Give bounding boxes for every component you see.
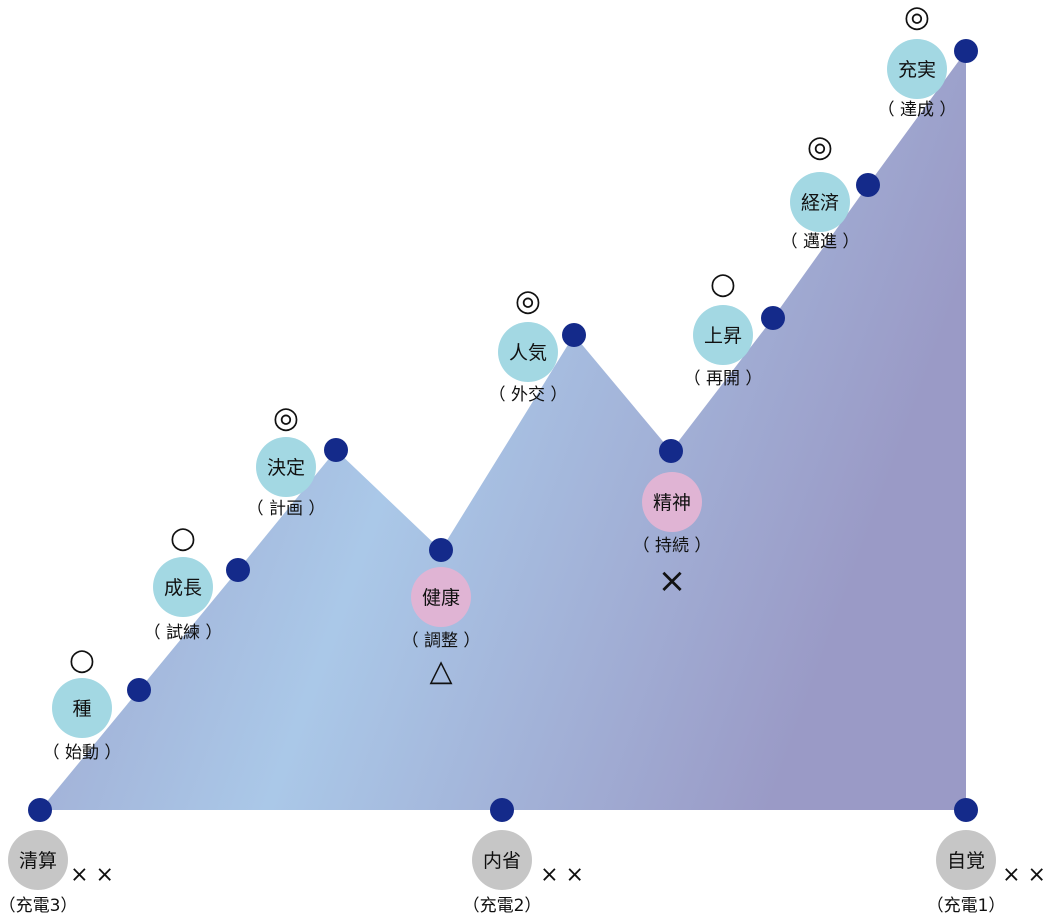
node-sublabel: （ 外交 ） — [489, 385, 568, 405]
node-circle — [256, 437, 316, 497]
rating-mark: ◎ — [273, 401, 299, 436]
node-label: 充実 — [898, 59, 936, 81]
vertex-dot — [659, 439, 683, 463]
node-7: 上昇 （ 再開 ） ○ — [684, 267, 763, 390]
node-10: 清算 （充電3） × × — [0, 830, 114, 916]
node-circle — [790, 172, 850, 232]
rating-mark: × — [658, 561, 687, 601]
node-circle — [642, 472, 702, 532]
node-label: 内省 — [483, 850, 521, 872]
vertex-dot — [562, 323, 586, 347]
vertex-dot — [761, 306, 785, 330]
vertex-dot — [127, 678, 151, 702]
node-1: 種 （ 始動 ） ○ — [43, 643, 122, 764]
rating-mark: ○ — [170, 521, 196, 556]
node-circle — [153, 557, 213, 617]
node-sublabel: （充電1） — [927, 896, 1006, 916]
node-sublabel: （ 試練 ） — [144, 623, 223, 643]
node-9: 充実 （ 達成 ） ◎ — [878, 0, 957, 120]
rating-mark: ◎ — [515, 284, 541, 319]
node-circle — [498, 322, 558, 382]
vertex-dot — [28, 798, 52, 822]
node-label: 人気 — [509, 342, 547, 364]
node-circle — [936, 830, 996, 890]
node-label: 精神 — [653, 492, 691, 514]
node-label: 決定 — [267, 457, 305, 479]
rating-mark: ◎ — [807, 130, 833, 165]
node-label: 成長 — [164, 577, 202, 599]
node-11: 内省 （充電2） × × — [463, 830, 584, 916]
node-5: 人気 （ 外交 ） ◎ — [489, 284, 568, 406]
rating-mark: △ — [429, 654, 452, 689]
rating-mark: × × — [540, 863, 584, 888]
node-sublabel: （ 再開 ） — [684, 369, 763, 389]
node-label: 種 — [72, 698, 91, 720]
rating-mark: ○ — [710, 267, 736, 302]
vertex-dot — [490, 798, 514, 822]
vertex-dot — [324, 438, 348, 462]
mountain-area — [40, 51, 966, 810]
node-circle — [8, 830, 68, 890]
node-circle — [693, 305, 753, 365]
vertex-dot — [856, 173, 880, 197]
node-label: 経済 — [801, 192, 839, 214]
node-12: 自覚 （充電1） × × — [927, 830, 1044, 916]
vertex-dot — [226, 558, 250, 582]
node-label: 自覚 — [947, 850, 985, 872]
vertex-dot — [429, 538, 453, 562]
vertex-dot — [954, 798, 978, 822]
node-circle — [52, 678, 112, 738]
rating-mark: ○ — [69, 643, 95, 678]
node-sublabel: （ 持続 ） — [633, 536, 712, 556]
node-sublabel: （ 計画 ） — [247, 499, 326, 519]
node-sublabel: （充電2） — [463, 896, 542, 916]
vertex-dot — [954, 39, 978, 63]
node-circle — [411, 567, 471, 627]
node-3: 決定 （ 計画 ） ◎ — [247, 401, 326, 520]
node-sublabel: （ 調整 ） — [402, 631, 481, 651]
node-sublabel: （ 達成 ） — [878, 100, 957, 120]
rating-mark: × × — [70, 863, 114, 888]
node-sublabel: （ 邁進 ） — [781, 232, 860, 252]
rating-mark: ◎ — [904, 0, 930, 35]
node-sublabel: （ 始動 ） — [43, 743, 122, 763]
node-4: 健康 （ 調整 ） △ — [402, 567, 481, 689]
node-sublabel: （充電3） — [0, 896, 77, 916]
node-label: 健康 — [422, 587, 460, 609]
rating-mark: × × — [1002, 863, 1044, 888]
node-label: 清算 — [19, 850, 57, 872]
node-circle — [472, 830, 532, 890]
node-label: 上昇 — [704, 325, 742, 347]
node-circle — [887, 39, 947, 99]
node-8: 経済 （ 邁進 ） ◎ — [781, 130, 860, 253]
node-2: 成長 （ 試練 ） ○ — [144, 521, 223, 644]
node-6: 精神 （ 持続 ） × — [633, 472, 712, 601]
